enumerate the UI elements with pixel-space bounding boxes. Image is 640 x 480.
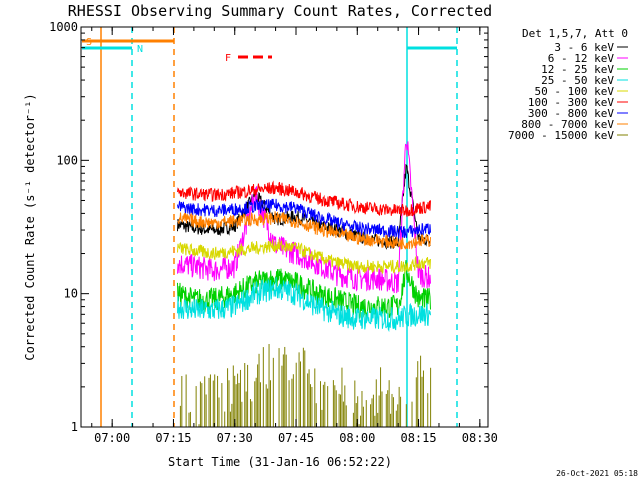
x-tick-label: 07:30 [217, 431, 253, 445]
legend-label: 25 - 50 keV [541, 74, 614, 87]
timestamp: 26-Oct-2021 05:18 [556, 469, 638, 478]
x-axis: 07:00 07:15 07:30 07:45 08:00 08:15 08:30 [91, 27, 498, 445]
series-7-line [177, 211, 431, 250]
plot-frame [80, 26, 489, 428]
chart-title: RHESSI Observing Summary Count Rates, Co… [68, 2, 492, 20]
legend-label: 800 - 7000 keV [521, 118, 614, 131]
legend-label: 50 - 100 keV [535, 85, 615, 98]
y-axis-label: Corrected Count Rate (s⁻¹ detector⁻¹) [23, 93, 37, 360]
y-axis: 1 10 100 1000 [49, 20, 488, 434]
x-tick-label: 07:15 [155, 431, 191, 445]
f-marker: F [225, 53, 231, 64]
series-5-line [177, 180, 431, 217]
series-layer [177, 141, 432, 427]
background-lines [82, 27, 458, 427]
series-6-line [177, 198, 431, 239]
x-tick-label: 07:00 [94, 431, 130, 445]
x-tick-label: 08:15 [400, 431, 436, 445]
x-tick-label: 07:45 [278, 431, 314, 445]
legend-title: Det 1,5,7, Att 0 [522, 27, 628, 40]
legend-label: 12 - 25 keV [541, 63, 614, 76]
y-tick-label: 100 [56, 153, 78, 167]
series-8 [179, 344, 432, 427]
y-tick-label: 10 [64, 287, 78, 301]
series-3-line [177, 277, 431, 333]
x-tick-label: 08:00 [339, 431, 375, 445]
legend-label: 6 - 12 keV [548, 52, 615, 65]
legend-label: 3 - 6 keV [554, 41, 614, 54]
y-tick-label: 1 [71, 420, 78, 434]
s-marker: S [86, 37, 92, 48]
legend-label: 100 - 300 keV [528, 96, 614, 109]
legend-label: 300 - 800 keV [528, 107, 614, 120]
series-0-line [177, 163, 431, 250]
y-tick-label: 1000 [49, 20, 78, 34]
n-marker: N [137, 44, 143, 55]
legend-label: 7000 - 15000 keV [508, 129, 614, 142]
x-tick-label: 08:30 [462, 431, 498, 445]
series-4-line [177, 239, 431, 275]
x-axis-label: Start Time (31-Jan-16 06:52:22) [168, 455, 392, 469]
series-2-line [177, 260, 431, 321]
